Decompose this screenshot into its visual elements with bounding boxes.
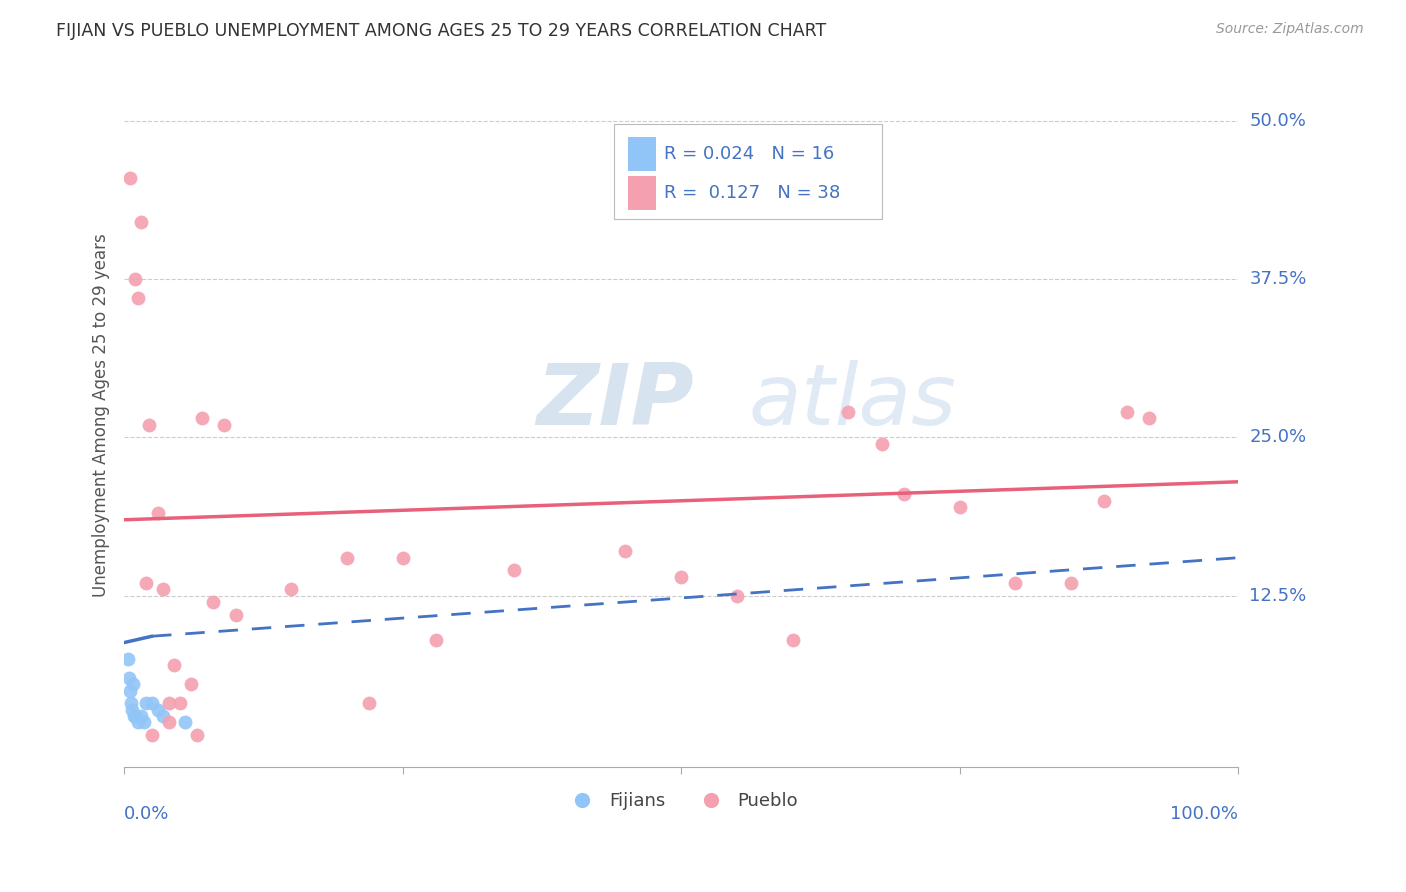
- Point: [138, 417, 160, 432]
- Point: [118, 671, 141, 685]
- Text: FIJIAN VS PUEBLO UNEMPLOYMENT AMONG AGES 25 TO 29 YEARS CORRELATION CHART: FIJIAN VS PUEBLO UNEMPLOYMENT AMONG AGES…: [56, 22, 827, 40]
- Point: [141, 696, 163, 710]
- Point: [225, 607, 247, 622]
- Point: [782, 632, 804, 647]
- Point: [336, 550, 359, 565]
- Point: [146, 703, 169, 717]
- FancyBboxPatch shape: [614, 124, 882, 219]
- Text: 12.5%: 12.5%: [1250, 587, 1306, 605]
- Point: [359, 696, 381, 710]
- Text: 37.5%: 37.5%: [1250, 270, 1306, 288]
- Point: [141, 728, 163, 742]
- Point: [1115, 405, 1137, 419]
- Point: [122, 709, 145, 723]
- Text: 0.0%: 0.0%: [124, 805, 170, 823]
- Text: Source: ZipAtlas.com: Source: ZipAtlas.com: [1216, 22, 1364, 37]
- Point: [280, 582, 302, 597]
- Point: [1060, 576, 1083, 591]
- Point: [134, 715, 156, 730]
- Point: [174, 715, 197, 730]
- FancyBboxPatch shape: [627, 177, 655, 211]
- Point: [146, 507, 169, 521]
- Text: 100.0%: 100.0%: [1170, 805, 1239, 823]
- Point: [949, 500, 972, 514]
- Text: 25.0%: 25.0%: [1250, 428, 1306, 447]
- Point: [1137, 411, 1160, 425]
- Point: [118, 171, 141, 186]
- Point: [837, 405, 859, 419]
- Point: [135, 576, 157, 591]
- Text: 50.0%: 50.0%: [1250, 112, 1306, 130]
- Y-axis label: Unemployment Among Ages 25 to 29 years: Unemployment Among Ages 25 to 29 years: [93, 234, 110, 598]
- Point: [669, 570, 692, 584]
- Point: [425, 632, 447, 647]
- Point: [127, 715, 149, 730]
- Point: [118, 683, 141, 698]
- Point: [870, 437, 893, 451]
- Point: [1004, 576, 1026, 591]
- Legend: Fijians, Pueblo: Fijians, Pueblo: [557, 785, 806, 817]
- Point: [186, 728, 208, 742]
- Point: [1094, 493, 1116, 508]
- Point: [157, 715, 180, 730]
- Point: [135, 696, 157, 710]
- Text: ZIP: ZIP: [536, 359, 695, 442]
- Text: R =  0.127   N = 38: R = 0.127 N = 38: [665, 185, 841, 202]
- Text: atlas: atlas: [748, 359, 956, 442]
- Point: [614, 544, 637, 558]
- Point: [391, 550, 413, 565]
- Point: [152, 582, 174, 597]
- Point: [157, 696, 180, 710]
- Point: [124, 709, 146, 723]
- FancyBboxPatch shape: [627, 137, 655, 171]
- Point: [893, 487, 915, 501]
- Point: [127, 291, 149, 305]
- Point: [124, 272, 146, 286]
- Point: [191, 411, 214, 425]
- Text: R = 0.024   N = 16: R = 0.024 N = 16: [665, 145, 835, 163]
- Point: [202, 595, 225, 609]
- Point: [152, 709, 174, 723]
- Point: [122, 677, 145, 691]
- Point: [120, 696, 142, 710]
- Point: [180, 677, 202, 691]
- Point: [121, 703, 143, 717]
- Point: [117, 652, 139, 666]
- Point: [503, 563, 526, 577]
- Point: [725, 589, 748, 603]
- Point: [163, 658, 186, 673]
- Point: [129, 709, 152, 723]
- Point: [169, 696, 191, 710]
- Point: [214, 417, 236, 432]
- Point: [129, 215, 152, 229]
